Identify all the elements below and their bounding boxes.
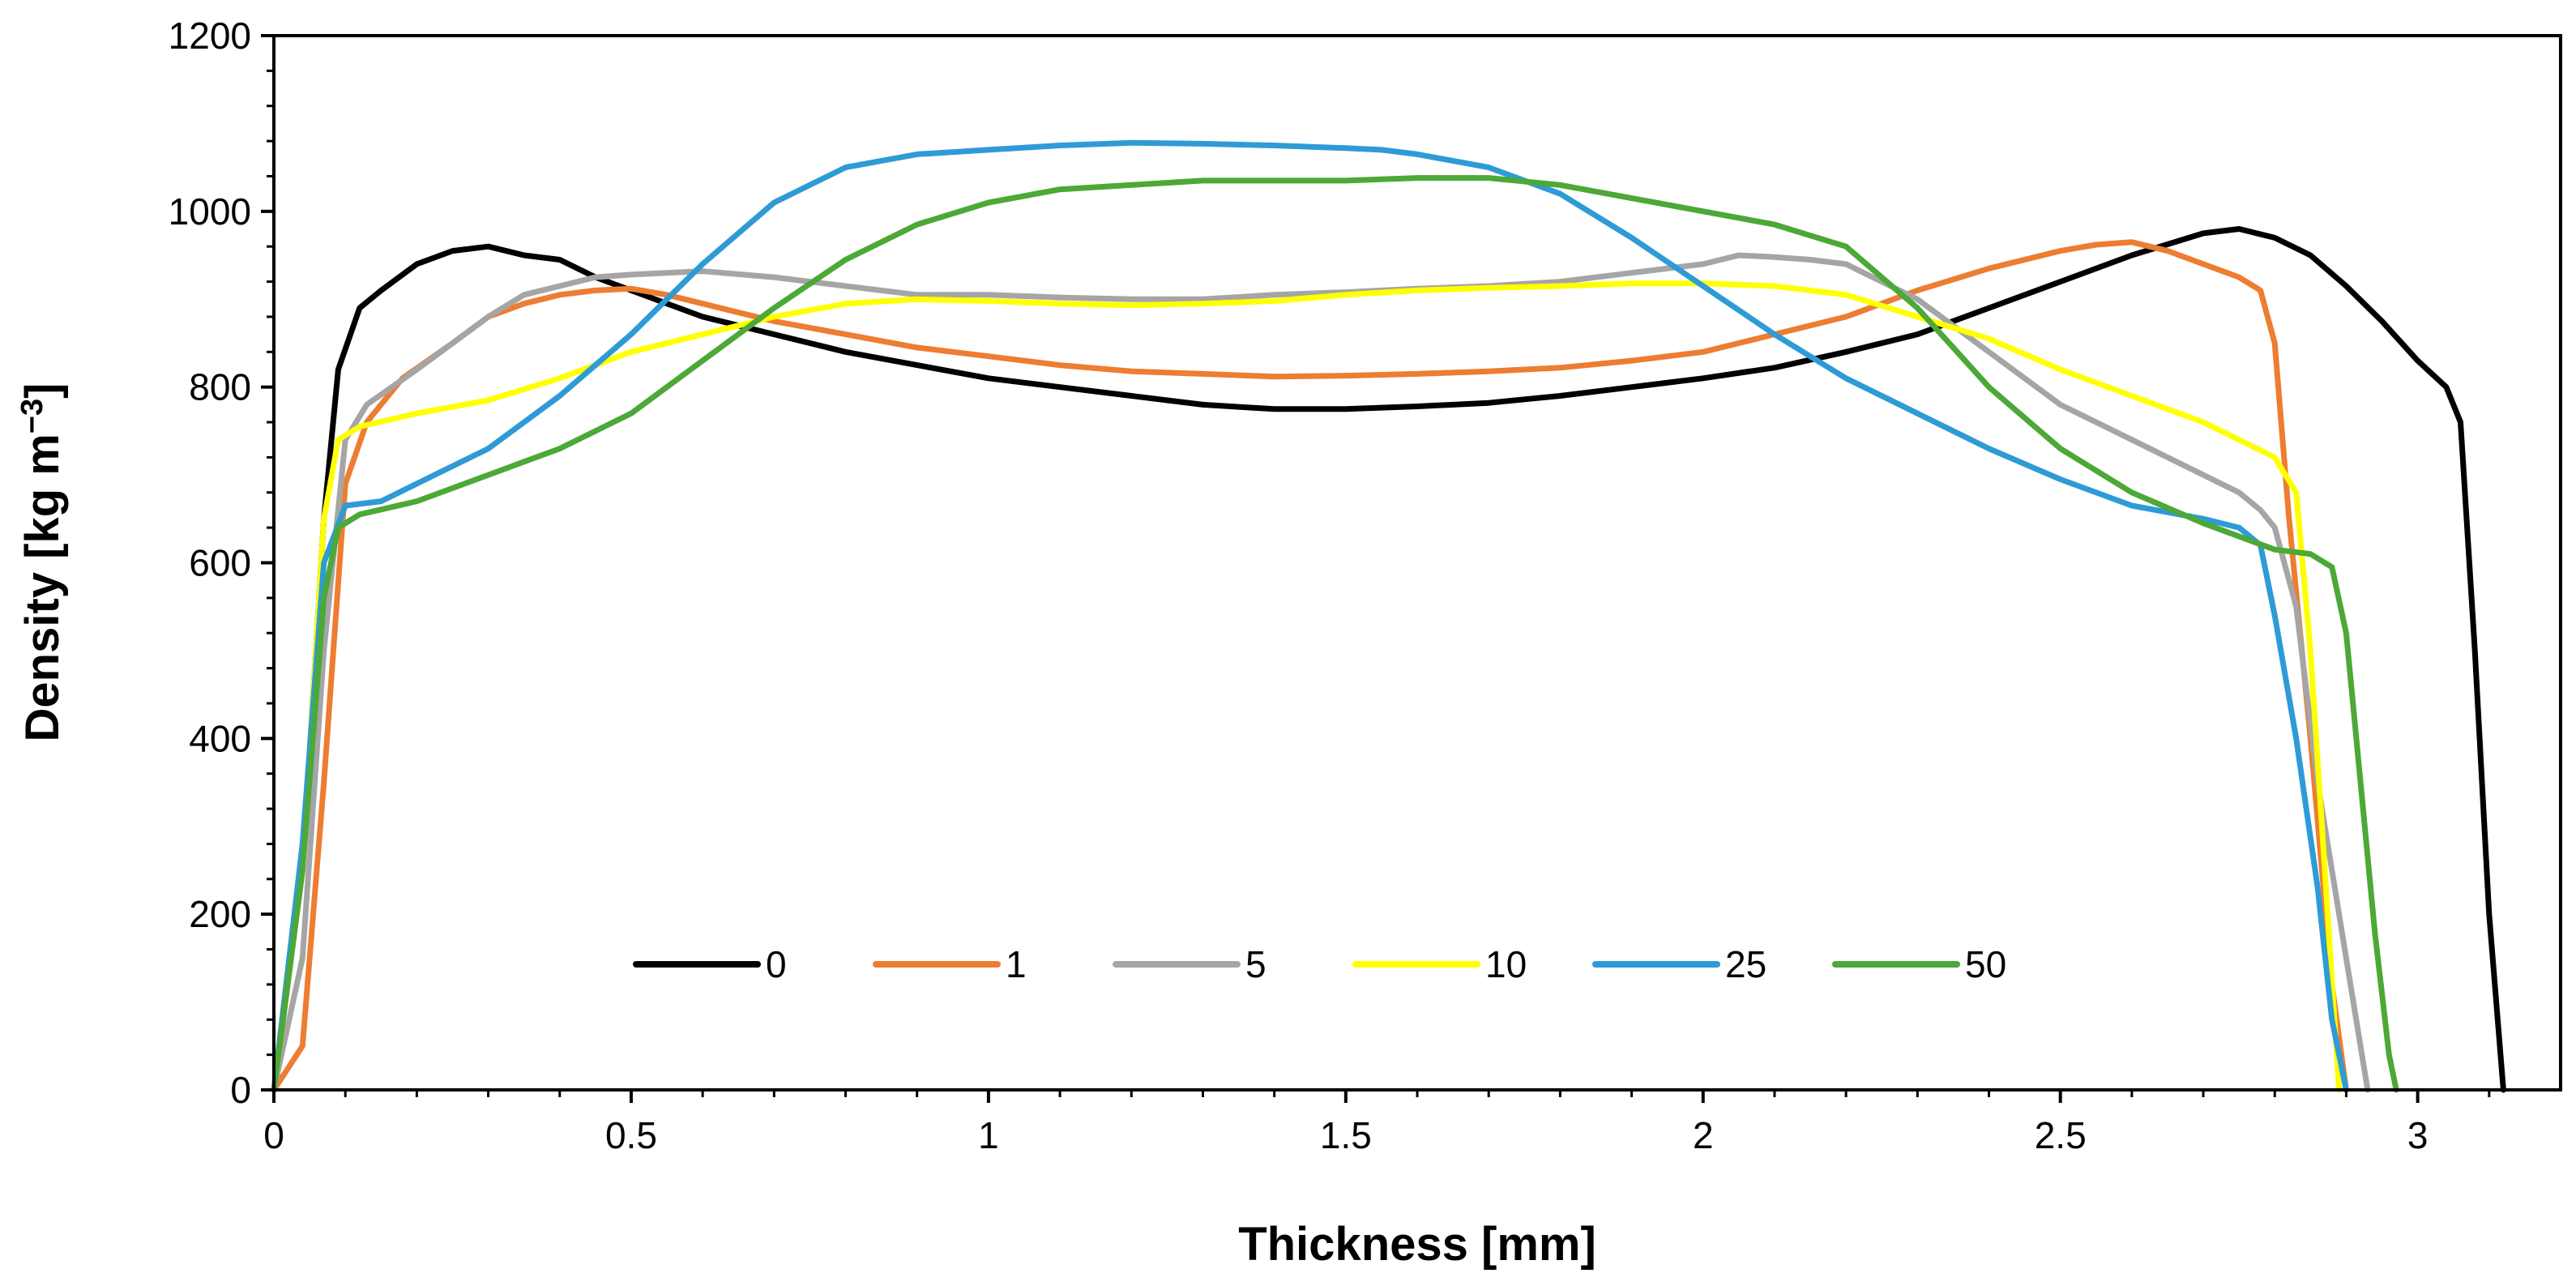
series-line-0 [271,226,2506,1093]
x-tick-label: 2.5 [2035,1114,2087,1156]
legend-label-5: 5 [1245,943,1267,985]
y-tick-label: 600 [189,542,251,584]
x-tick-label: 2 [1693,1114,1714,1156]
y-axis-title-superscript: −3 [15,399,49,434]
y-axis-title: Density [kg m−3] [15,383,69,742]
y-axis-ticks: 0 200 400 600 800 1000 1200 [169,15,274,1111]
series-line-5 [271,252,2371,1093]
y-axis-title-main: Density [kg m [16,434,69,741]
y-tick-label: 1000 [169,190,251,233]
y-tick-label: 800 [189,366,251,408]
x-tick-label: 0 [263,1114,284,1156]
y-tick-label: 200 [189,893,251,935]
x-tick-label: 3 [2407,1114,2429,1156]
x-axis-title: Thickness [mm] [1238,1218,1596,1271]
x-axis-ticks: 0 0.5 1 1.5 2 2.5 3 [263,1090,2491,1156]
y-tick-label: 400 [189,717,251,759]
x-tick-label: 1.5 [1320,1114,1372,1156]
y-tick-label: 0 [230,1069,251,1111]
series-line-10 [271,280,2343,1093]
legend-label-10: 10 [1485,943,1527,985]
legend-label-0: 0 [766,943,787,985]
x-tick-label: 1 [978,1114,999,1156]
legend: 0 1 5 10 25 50 [633,943,2006,985]
x-tick-label: 0.5 [605,1114,657,1156]
series-line-25 [271,139,2349,1093]
series-line-50 [271,175,2399,1093]
legend-label-25: 25 [1725,943,1766,985]
y-tick-label: 1200 [169,15,251,57]
legend-label-1: 1 [1006,943,1027,985]
y-axis-title-end: ] [16,383,69,399]
legend-label-50: 50 [1965,943,2006,985]
series-layer [271,139,2506,1093]
